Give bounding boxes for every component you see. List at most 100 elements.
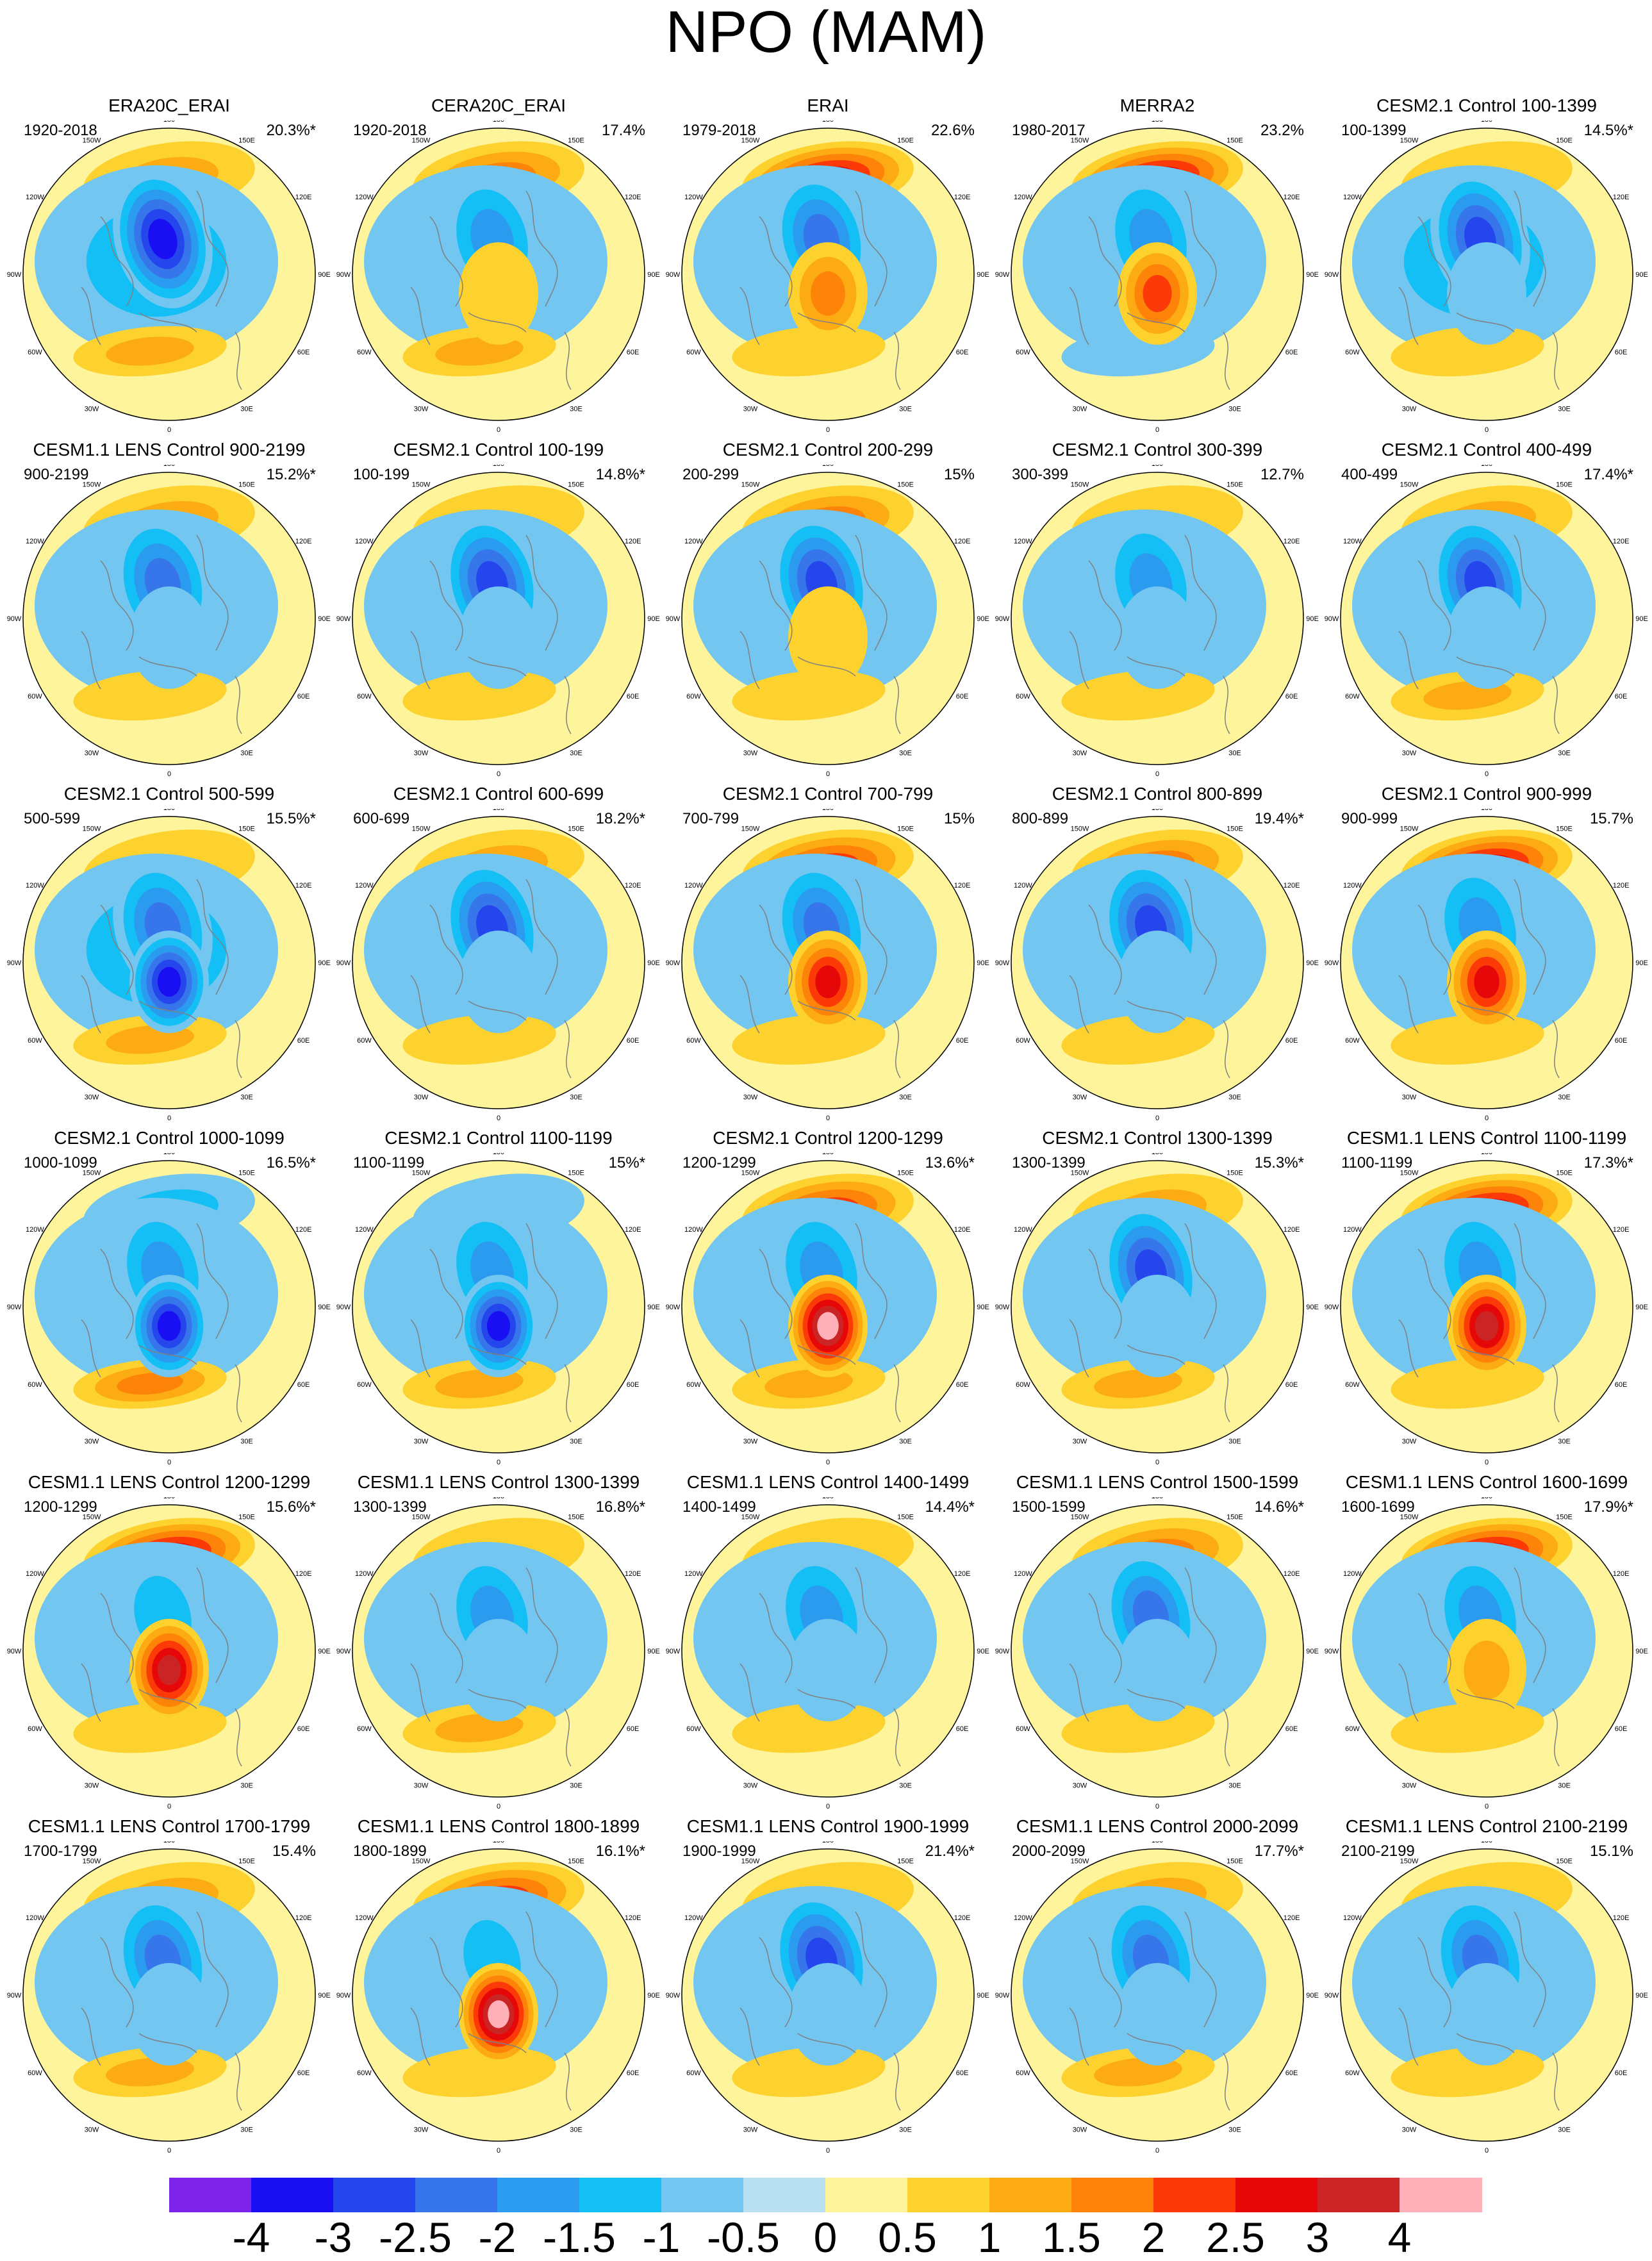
longitude-label: 150W <box>741 1169 760 1177</box>
anomaly-contour <box>732 670 886 721</box>
longitude-label: 0 <box>826 2147 830 2155</box>
anomaly-contour <box>811 271 845 316</box>
polar-map: 180 150E 120E 90E 60E 30E 0 30W 60W 90W 120W 150W <box>666 465 989 778</box>
longitude-label: 180 <box>1152 120 1163 124</box>
longitude-label: 0 <box>826 426 830 434</box>
longitude-label: 180 <box>163 465 175 468</box>
colorbar-box <box>825 2178 908 2212</box>
longitude-label: 120W <box>1014 1226 1032 1234</box>
longitude-label: 30E <box>899 406 912 413</box>
longitude-label: 60E <box>297 349 310 356</box>
longitude-label: 150E <box>1227 825 1243 832</box>
longitude-label: 150E <box>897 1857 914 1865</box>
anomaly-contour <box>73 1702 227 1753</box>
anomaly-contour <box>1061 1014 1215 1065</box>
longitude-label: 30W <box>1402 1094 1417 1102</box>
anomaly-contour <box>129 1963 209 2066</box>
map-border <box>1340 1848 1633 2142</box>
longitude-label: 150W <box>1400 137 1419 144</box>
longitude-label: 0 <box>167 1114 171 1122</box>
longitude-label: 120W <box>1014 1914 1032 1922</box>
longitude-label: 120E <box>954 1226 971 1234</box>
longitude-label: 150W <box>412 137 431 144</box>
colorbar-tick-label: -2.5 <box>379 2214 452 2261</box>
colorbar-box <box>1235 2178 1318 2212</box>
coastline <box>1069 879 1230 1079</box>
longitude-label: 180 <box>822 1841 834 1844</box>
longitude-label: 60E <box>627 1037 640 1045</box>
longitude-label: 60W <box>28 1037 42 1045</box>
longitude-label: 150W <box>1071 1857 1089 1865</box>
panel-period: 1600-1699 <box>1341 1498 1415 1516</box>
longitude-label: 0 <box>1485 2147 1489 2155</box>
panel-variance-explained: 17.4% <box>601 122 645 139</box>
colorbar-tick-label: 4 <box>1387 2214 1412 2261</box>
anomaly-contour <box>1447 242 1526 345</box>
panel-variance-explained: 14.4%* <box>925 1498 975 1516</box>
coastline <box>1398 879 1560 1079</box>
longitude-label: 30E <box>899 750 912 758</box>
longitude-label: 60E <box>627 349 640 356</box>
map-border <box>1340 128 1633 421</box>
longitude-label: 30E <box>1228 2126 1241 2134</box>
panel-variance-explained: 15.7% <box>1589 810 1633 827</box>
colorbar-box <box>579 2178 662 2212</box>
longitude-label: 120W <box>684 194 703 201</box>
panel-variance-explained: 20.3%* <box>266 122 316 139</box>
longitude-label: 0 <box>167 770 171 778</box>
polar-map: 180 150E 120E 90E 60E 30E 0 30W 60W 90W 120W 150W <box>1325 1153 1648 1466</box>
longitude-label: 30W <box>85 2126 99 2134</box>
longitude-label: 60W <box>1345 349 1360 356</box>
longitude-label: 0 <box>1485 770 1489 778</box>
longitude-label: 120E <box>954 538 971 545</box>
longitude-label: 90W <box>1325 959 1339 967</box>
map-border <box>681 1160 975 1454</box>
panel-title: CESM1.1 LENS Control 1200-1299 <box>28 1472 311 1492</box>
longitude-label: 150E <box>1227 137 1243 144</box>
coastline <box>81 1223 242 1423</box>
polar-map: 180 150E 120E 90E 60E 30E 0 30W 60W 90W 120W 150W <box>336 465 660 778</box>
longitude-label: 90E <box>1306 1304 1319 1311</box>
longitude-label: 30E <box>1558 2126 1571 2134</box>
panel-variance-explained: 19.4%* <box>1254 810 1304 827</box>
map-panel: CESM1.1 LENS Control 2000-2099 2000-2099 1… <box>993 1816 1322 2160</box>
map-border <box>352 472 645 765</box>
longitude-label: 30E <box>240 406 253 413</box>
longitude-label: 150E <box>1556 1857 1573 1865</box>
longitude-label: 60W <box>1345 1381 1360 1389</box>
panel-period: 100-199 <box>353 466 410 483</box>
map-panel: CESM1.1 LENS Control 2100-2199 2100-2199 1… <box>1322 1816 1651 2160</box>
longitude-label: 30E <box>1558 1782 1571 1790</box>
longitude-label: 90W <box>666 959 681 967</box>
colorbar-box <box>989 2178 1072 2212</box>
longitude-label: 120E <box>954 1914 971 1922</box>
panel-period: 900-999 <box>1341 810 1398 827</box>
polar-map: 180 150E 120E 90E 60E 30E 0 30W 60W 90W 120W 150W <box>666 1497 989 1810</box>
longitude-label: 60E <box>1615 1037 1628 1045</box>
panel-period: 500-599 <box>24 810 81 827</box>
longitude-label: 120E <box>954 194 971 201</box>
panel-variance-explained: 15.2%* <box>266 466 316 483</box>
panel-title: CESM2.1 Control 700-799 <box>722 784 934 804</box>
longitude-label: 0 <box>1155 1114 1159 1122</box>
coastline <box>1069 534 1230 734</box>
longitude-label: 90E <box>1635 1648 1648 1655</box>
anomaly-contour <box>459 1619 538 1721</box>
anomaly-contour <box>732 2046 886 2098</box>
longitude-label: 90E <box>647 615 660 623</box>
longitude-label: 150W <box>1400 1513 1419 1521</box>
panel-period: 1000-1099 <box>24 1154 97 1172</box>
longitude-label: 30E <box>240 1438 253 1446</box>
coastline <box>81 1567 242 1767</box>
longitude-label: 30W <box>743 1438 758 1446</box>
panel-variance-explained: 15.3%* <box>1254 1154 1304 1172</box>
longitude-label: 0 <box>1485 1114 1489 1122</box>
longitude-label: 150E <box>1556 1169 1573 1177</box>
map-border <box>22 472 316 765</box>
map-panel: ERAI 1979-2018 22.6% 180 150E 120E 90E 60E 30E 0 3… <box>663 95 993 440</box>
anomaly-contour <box>1391 1358 1544 1409</box>
longitude-label: 120W <box>26 1226 44 1234</box>
longitude-label: 120W <box>355 882 374 890</box>
longitude-label: 120W <box>1343 1570 1362 1578</box>
panel-title: CESM2.1 Control 1100-1199 <box>384 1128 613 1148</box>
